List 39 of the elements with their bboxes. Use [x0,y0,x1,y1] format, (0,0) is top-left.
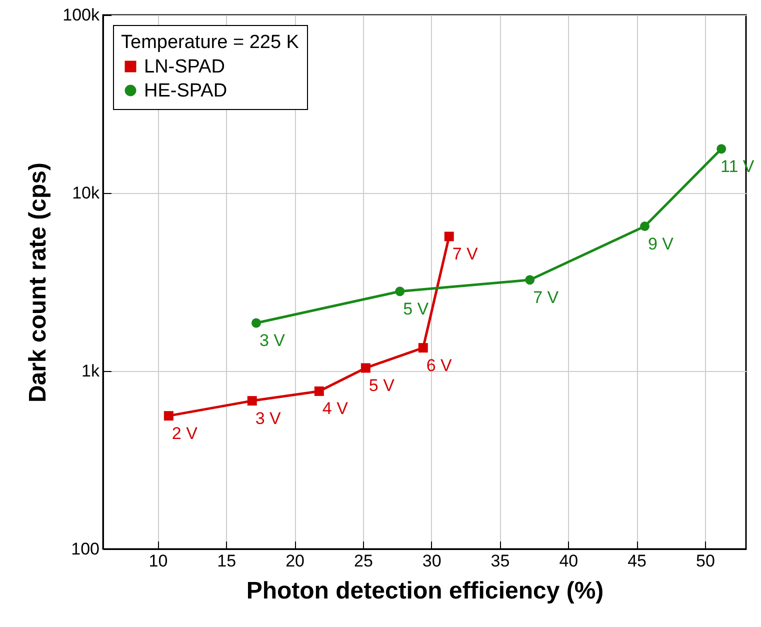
point [395,286,405,296]
x-tick-label: 15 [217,552,236,570]
point [251,318,261,328]
annotation: 7 V [533,288,560,307]
annotation: 7 V [452,244,479,264]
legend-title: Temperature = 225 K [121,32,300,53]
x-tick-label: 40 [559,552,578,570]
annotation: 5 V [368,376,396,395]
x-tick-label: 35 [490,552,510,570]
x-tick-label: 20 [286,552,304,570]
annotation: 4 V [322,399,349,418]
point [360,363,370,373]
point [314,386,324,396]
x-tick-label: 50 [696,552,715,570]
annotation: 3 V [255,408,282,428]
point [247,396,257,406]
x-tick-label: 30 [422,552,442,570]
y-tick-label: 1k [82,362,100,380]
annotation: 3 V [259,331,286,350]
y-axis-title: Dark count rate (cps) [24,162,52,403]
annotation: 6 V [426,356,453,375]
annotation: 2 V [172,424,198,443]
x-tick-label: 10 [148,552,168,570]
y-tick-label: 100 [71,540,100,558]
point [640,222,650,232]
x-tick-label: 45 [628,552,647,570]
point [716,144,726,154]
legend-label: HE-SPAD [144,80,228,102]
point [164,411,174,421]
x-axis-title: Photon detection efficiency (%) [246,578,604,604]
y-tick-label: 100k [62,6,100,24]
point [444,232,454,242]
y-tick-label: 10k [72,184,100,202]
x-tick-label: 25 [354,552,373,570]
point [525,275,535,285]
legend-label: LN-SPAD [144,56,225,78]
annotation: 5 V [403,299,430,318]
annotation: 9 V [648,234,674,254]
point [418,343,428,353]
